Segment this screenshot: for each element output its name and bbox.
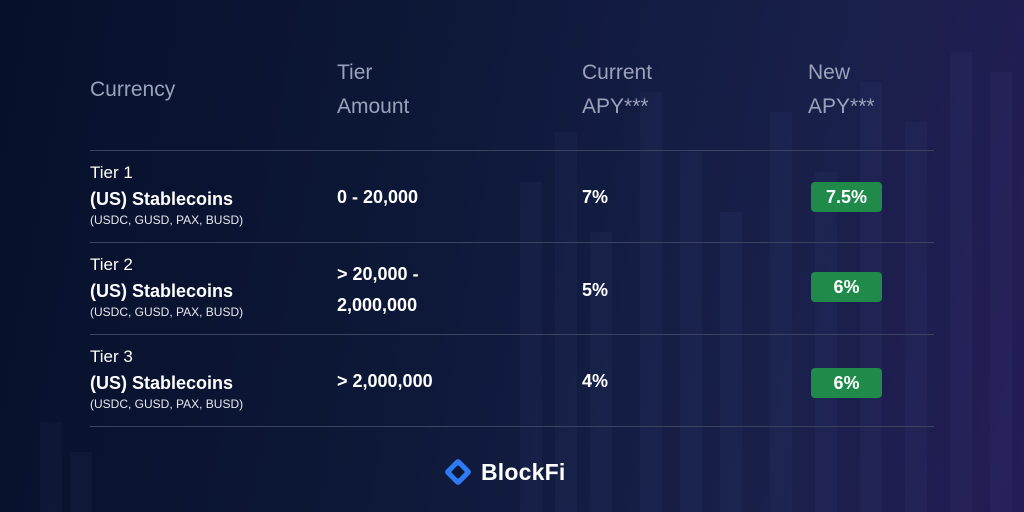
tier-amount: 0 - 20,000	[337, 187, 419, 207]
header-current-apy: Current APY***	[582, 61, 653, 118]
table-bottom-divider	[90, 426, 934, 427]
asset-coins: (USDC, GUSD, PAX, BUSD)	[90, 213, 244, 227]
table-header: Currency Tier Amount Current APY*** New …	[90, 56, 934, 151]
header-currency: Currency	[90, 78, 176, 101]
current-apy: 5%	[582, 280, 609, 300]
current-apy: 7%	[582, 187, 609, 207]
header-new-apy: New APY***	[808, 61, 875, 118]
tier-amount: > 2,000,000	[337, 371, 433, 391]
new-apy-badge: 6%	[811, 272, 882, 302]
header-tier-amount: Tier Amount	[337, 61, 410, 118]
asset-coins: (USDC, GUSD, PAX, BUSD)	[90, 305, 244, 319]
current-apy: 4%	[582, 371, 609, 391]
asset-name: (US) Stablecoins	[90, 373, 234, 393]
header-divider	[90, 150, 934, 151]
table-row: Tier 3 (US) Stablecoins (USDC, GUSD, PAX…	[90, 335, 934, 427]
row-divider	[90, 334, 934, 335]
row-divider	[90, 242, 934, 243]
asset-coins: (USDC, GUSD, PAX, BUSD)	[90, 397, 244, 411]
asset-name: (US) Stablecoins	[90, 189, 234, 209]
table-row: Tier 2 (US) Stablecoins (USDC, GUSD, PAX…	[90, 243, 934, 335]
new-apy-badge: 6%	[811, 368, 882, 398]
brand-name: BlockFi	[481, 458, 566, 485]
asset-name: (US) Stablecoins	[90, 281, 234, 301]
tier-label: Tier 3	[90, 347, 133, 366]
blockfi-diamond-icon	[443, 457, 473, 487]
tier-label: Tier 2	[90, 255, 133, 274]
new-apy-badge: 7.5%	[811, 182, 882, 212]
tier-amount: > 20,000 - 2,000,000	[337, 264, 419, 315]
tier-label: Tier 1	[90, 163, 133, 182]
blockfi-logo: BlockFi	[443, 455, 565, 489]
table-row: Tier 1 (US) Stablecoins (USDC, GUSD, PAX…	[90, 151, 934, 243]
